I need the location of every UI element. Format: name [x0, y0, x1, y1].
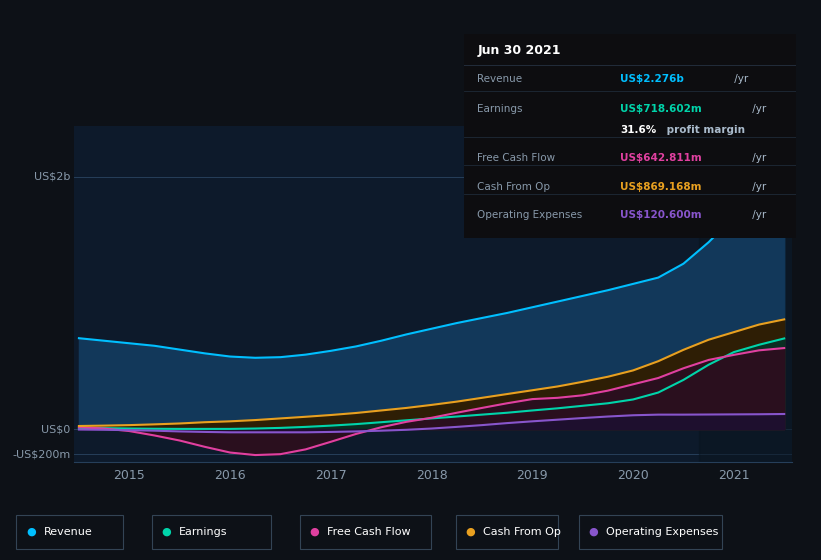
Text: Revenue: Revenue	[44, 527, 92, 537]
Text: ●: ●	[162, 527, 172, 537]
Text: -US$200m: -US$200m	[12, 450, 71, 459]
Text: US$0: US$0	[41, 424, 71, 434]
Text: Revenue: Revenue	[477, 74, 522, 85]
Text: /yr: /yr	[749, 104, 767, 114]
Text: Free Cash Flow: Free Cash Flow	[477, 153, 555, 163]
Text: US$2b: US$2b	[34, 171, 71, 181]
Text: 31.6%: 31.6%	[620, 124, 657, 134]
Text: ●: ●	[26, 527, 36, 537]
Text: /yr: /yr	[749, 153, 767, 163]
Text: ●: ●	[589, 527, 599, 537]
Text: US$718.602m: US$718.602m	[620, 104, 702, 114]
Text: Earnings: Earnings	[179, 527, 227, 537]
Text: Earnings: Earnings	[477, 104, 523, 114]
Text: Operating Expenses: Operating Expenses	[477, 211, 582, 221]
Text: /yr: /yr	[749, 211, 767, 221]
Text: Free Cash Flow: Free Cash Flow	[327, 527, 410, 537]
Text: ●: ●	[310, 527, 319, 537]
Text: US$869.168m: US$869.168m	[620, 182, 702, 192]
Text: Cash From Op: Cash From Op	[483, 527, 561, 537]
Text: ●: ●	[466, 527, 475, 537]
Text: Jun 30 2021: Jun 30 2021	[477, 44, 561, 57]
Text: /yr: /yr	[731, 74, 748, 85]
Text: US$2.276b: US$2.276b	[620, 74, 684, 85]
Bar	[699, 126, 794, 462]
Text: US$120.600m: US$120.600m	[620, 211, 702, 221]
Text: profit margin: profit margin	[663, 124, 745, 134]
Text: Operating Expenses: Operating Expenses	[606, 527, 718, 537]
Text: /yr: /yr	[749, 182, 767, 192]
Text: US$642.811m: US$642.811m	[620, 153, 702, 163]
Text: Cash From Op: Cash From Op	[477, 182, 550, 192]
